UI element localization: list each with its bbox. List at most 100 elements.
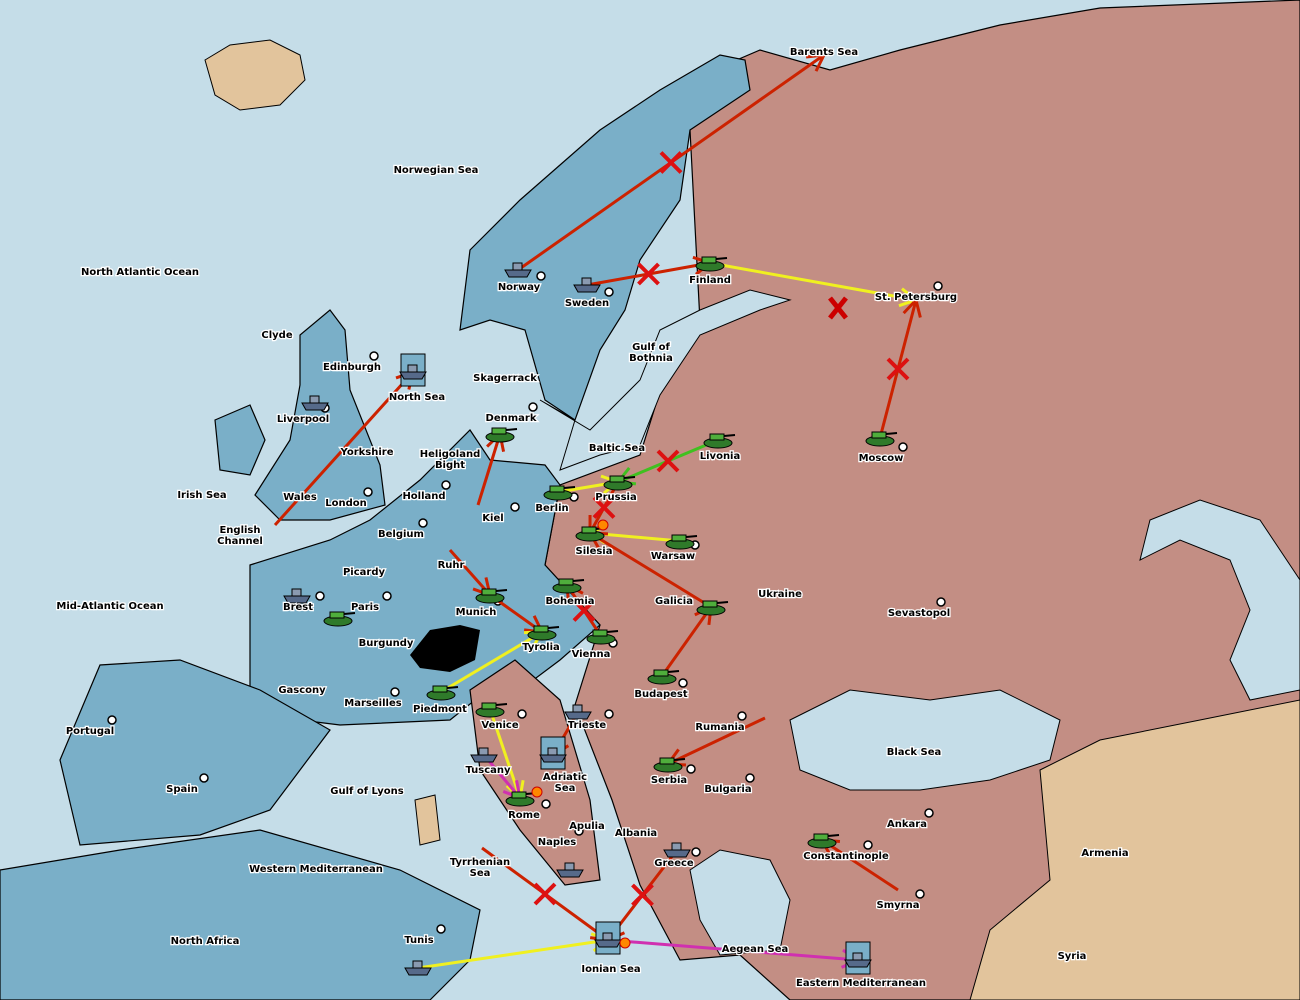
fleet-greece[interactable]: [663, 842, 691, 858]
territory-label[interactable]: Kiel: [481, 512, 505, 526]
territory-label[interactable]: Tunis: [403, 934, 435, 948]
territory-label[interactable]: Belgium: [377, 528, 425, 542]
territory-label[interactable]: Marseilles: [343, 697, 403, 711]
territory-label[interactable]: Gulf of Lyons: [329, 785, 405, 799]
territory-label[interactable]: Trieste: [567, 719, 608, 733]
territory-label[interactable]: Albania: [614, 827, 659, 841]
territory-label[interactable]: Picardy: [342, 566, 387, 580]
army-berlin[interactable]: [543, 485, 576, 501]
territory-label[interactable]: Yorkshire: [338, 446, 395, 460]
scandinavia[interactable]: [459, 54, 751, 421]
territory-label[interactable]: Mid-Atlantic Ocean: [55, 600, 165, 614]
territory-label[interactable]: Naples: [537, 836, 578, 850]
army-moscow[interactable]: [865, 431, 898, 447]
territory-label[interactable]: Piedmont: [412, 703, 469, 717]
territory-label[interactable]: Bohemia: [544, 595, 596, 609]
territory-label[interactable]: London: [324, 497, 368, 511]
italy[interactable]: [469, 659, 601, 886]
territory-label[interactable]: Rome: [507, 809, 541, 823]
army-piedmont[interactable]: [426, 685, 459, 701]
territory-label[interactable]: Sevastopol: [887, 607, 952, 621]
territory-label[interactable]: Vienna: [570, 648, 611, 662]
territory-label[interactable]: Ukraine: [757, 588, 803, 602]
territory-label[interactable]: Clyde: [260, 329, 294, 343]
fleet-trieste[interactable]: [564, 704, 592, 720]
fleet-ionian-sea[interactable]: [594, 921, 622, 955]
territory-label[interactable]: Armenia: [1080, 847, 1130, 861]
territory-label[interactable]: Prussia: [594, 491, 638, 505]
territory-label[interactable]: Greece: [653, 857, 695, 871]
territory-label[interactable]: English Channel: [216, 524, 264, 549]
territory-label[interactable]: Irish Sea: [176, 489, 228, 503]
army-serbia[interactable]: [653, 757, 686, 773]
fleet-brest[interactable]: [283, 588, 311, 604]
britain[interactable]: [254, 309, 386, 521]
territory-label[interactable]: Berlin: [534, 502, 570, 516]
fleet-liverpool[interactable]: [301, 395, 329, 411]
army-budapest[interactable]: [647, 669, 680, 685]
fleet-eastern-mediterranean[interactable]: [844, 941, 872, 975]
territory-label[interactable]: Edinburgh: [322, 361, 383, 375]
territory-label[interactable]: Livonia: [699, 450, 742, 464]
territory-label[interactable]: Constantinople: [802, 850, 890, 864]
territory-label[interactable]: Bulgaria: [703, 783, 753, 797]
territory-label[interactable]: Tuscany: [464, 764, 512, 778]
territory-label[interactable]: Portugal: [65, 725, 116, 739]
territory-label[interactable]: Budapest: [633, 688, 689, 702]
territory-label[interactable]: Wales: [282, 491, 318, 505]
fleet-naples[interactable]: [556, 862, 584, 878]
territory-label[interactable]: Ankara: [886, 818, 928, 832]
fleet-tuscany[interactable]: [470, 747, 498, 763]
army-warsaw[interactable]: [665, 534, 698, 550]
territory-label[interactable]: Eastern Mediterranean: [795, 977, 927, 991]
army-bohemia[interactable]: [552, 578, 585, 594]
fleet-north-sea[interactable]: [399, 353, 427, 387]
army-venice[interactable]: [475, 702, 508, 718]
territory-label[interactable]: Tyrrhenian Sea: [449, 856, 512, 881]
territory-label[interactable]: Brest: [282, 601, 315, 615]
fleet-sweden[interactable]: [573, 277, 601, 293]
territory-label[interactable]: Venice: [480, 719, 520, 733]
territory-label[interactable]: Finland: [688, 274, 732, 288]
territory-label[interactable]: Warsaw: [650, 550, 697, 564]
territory-label[interactable]: Gulf of Bothnia: [628, 341, 674, 366]
territory-label[interactable]: Burgundy: [357, 637, 415, 651]
armenia-syria[interactable]: [969, 699, 1300, 1000]
territory-label[interactable]: Smyrna: [875, 899, 920, 913]
territory-label[interactable]: Barents Sea: [789, 46, 860, 60]
territory-label[interactable]: Skagerrack: [472, 372, 539, 386]
territory-label[interactable]: Norway: [497, 281, 542, 295]
army-vienna[interactable]: [586, 629, 619, 645]
territory-label[interactable]: Moscow: [857, 452, 904, 466]
territory-label[interactable]: Gascony: [277, 684, 327, 698]
ireland[interactable]: [214, 404, 266, 476]
territory-label[interactable]: Denmark: [484, 412, 538, 426]
territory-label[interactable]: Baltic Sea: [588, 442, 647, 456]
army-finland[interactable]: [695, 256, 728, 272]
territory-label[interactable]: Silesia: [574, 545, 613, 559]
north-africa[interactable]: [0, 829, 481, 1000]
territory-label[interactable]: Black Sea: [885, 746, 942, 760]
territory-label[interactable]: North Sea: [388, 391, 447, 405]
army-denmark[interactable]: [485, 427, 518, 443]
territory-label[interactable]: Ruhr: [436, 559, 465, 573]
territory-label[interactable]: Heligoland Bight: [419, 448, 482, 473]
army-prussia[interactable]: [603, 475, 636, 491]
army-tyrolia[interactable]: [527, 625, 560, 641]
fleet-norway[interactable]: [504, 262, 532, 278]
territory-label[interactable]: Rumania: [694, 721, 746, 735]
army-constantinople[interactable]: [807, 833, 840, 849]
territory-label[interactable]: Spain: [165, 783, 199, 797]
territory-label[interactable]: Paris: [350, 601, 381, 615]
territory-label[interactable]: Sweden: [564, 297, 611, 311]
territory-label[interactable]: North Africa: [169, 935, 240, 949]
iberia[interactable]: [59, 659, 331, 846]
army-paris[interactable]: [323, 611, 356, 627]
army-munich[interactable]: [475, 588, 508, 604]
territory-label[interactable]: North Atlantic Ocean: [80, 266, 201, 280]
territory-label[interactable]: Serbia: [650, 774, 689, 788]
fleet-tunis[interactable]: [404, 960, 432, 976]
territory-label[interactable]: St. Petersburg: [874, 291, 959, 305]
territory-label[interactable]: Syria: [1056, 950, 1087, 964]
army-galicia[interactable]: [696, 600, 729, 616]
